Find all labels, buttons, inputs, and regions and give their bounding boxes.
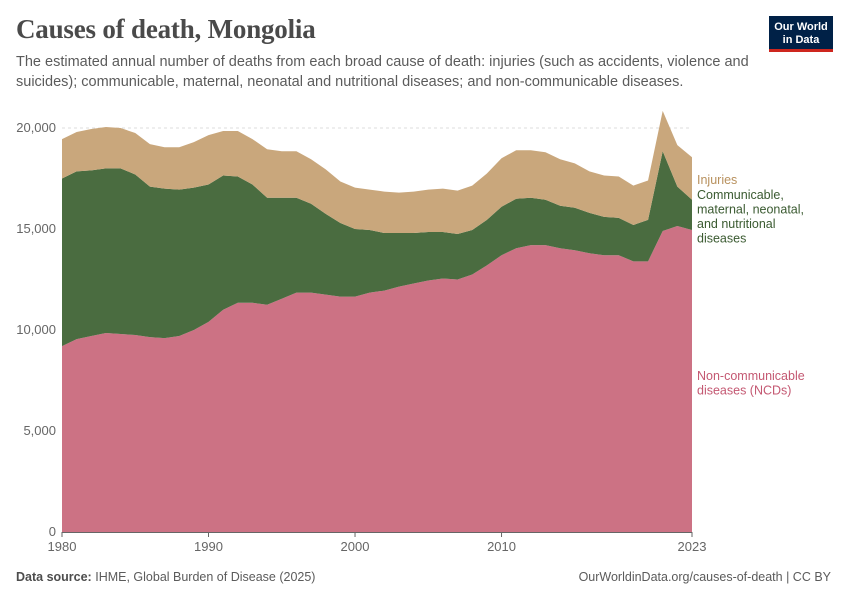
- label-injuries-line: Injuries: [697, 173, 737, 187]
- area-injuries[interactable]: [62, 110, 692, 235]
- label-communicable-line: maternal, neonatal,: [697, 203, 804, 217]
- data-source: Data source: IHME, Global Burden of Dise…: [16, 570, 315, 584]
- area-ncd[interactable]: [62, 225, 692, 532]
- y-tick-label: 20,000: [16, 120, 56, 135]
- label-ncd: Non-communicable diseases (NCDs): [697, 369, 805, 398]
- x-tick-label: 1980: [48, 539, 77, 554]
- y-tick-label: 10,000: [16, 322, 56, 337]
- chart-subtitle: The estimated annual number of deaths fr…: [16, 54, 749, 90]
- logo-line-1: Our World: [774, 21, 828, 33]
- data-source-label: Data source:: [16, 570, 92, 584]
- x-tick-label: 2023: [678, 539, 707, 554]
- y-tick-label: 0: [49, 524, 56, 539]
- label-communicable-line: Communicable,: [697, 188, 784, 202]
- y-tick-label: 15,000: [16, 221, 56, 236]
- label-injuries: Injuries: [697, 173, 737, 187]
- source-url-link[interactable]: OurWorldinData.org/causes-of-death | CC …: [578, 570, 831, 584]
- area-series[interactable]: [62, 110, 692, 532]
- data-source-text: IHME, Global Burden of Disease (2025): [95, 570, 316, 584]
- axes: 0 5,000 10,000 15,000 20,000 1980 1990 2000 2010…: [16, 120, 706, 554]
- x-tick-label: 2010: [487, 539, 516, 554]
- area-communicable[interactable]: [62, 151, 692, 347]
- label-communicable-line: diseases: [697, 232, 746, 246]
- chart-title: Causes of death, Mongolia: [16, 14, 316, 44]
- x-tick-label: 1990: [194, 539, 223, 554]
- x-tick-label: 2000: [341, 539, 370, 554]
- owid-logo[interactable]: Our World in Data: [769, 16, 833, 52]
- label-communicable: Communicable, maternal, neonatal, and nutr…: [697, 188, 804, 246]
- label-communicable-line: and nutritional: [697, 217, 776, 231]
- y-tick-label: 5,000: [23, 423, 56, 438]
- logo-line-2: in Data: [782, 33, 820, 46]
- label-ncd-line: Non-communicable: [697, 369, 805, 383]
- label-ncd-line: diseases (NCDs): [697, 384, 791, 398]
